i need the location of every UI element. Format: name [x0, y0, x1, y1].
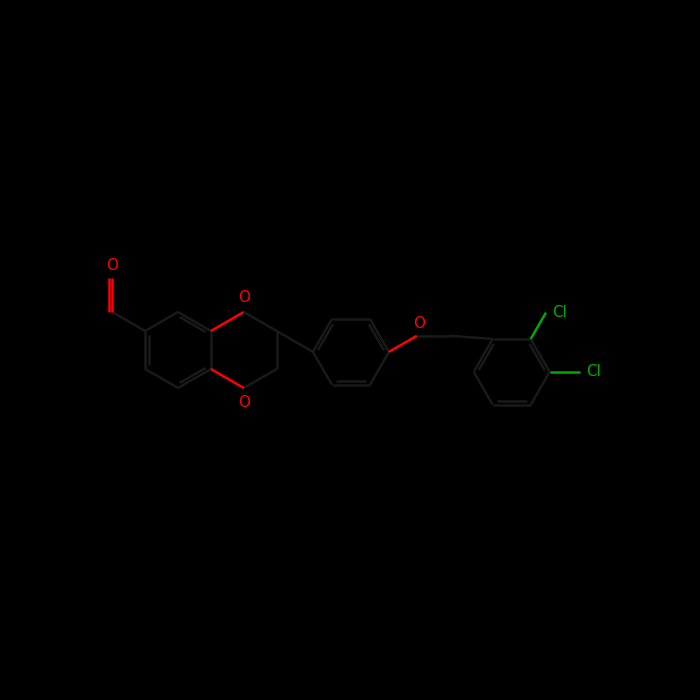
Text: Cl: Cl: [586, 364, 601, 379]
Text: O: O: [238, 395, 250, 410]
Text: Cl: Cl: [552, 305, 567, 320]
Text: O: O: [106, 258, 118, 273]
Text: O: O: [413, 316, 425, 331]
Text: O: O: [238, 290, 250, 305]
